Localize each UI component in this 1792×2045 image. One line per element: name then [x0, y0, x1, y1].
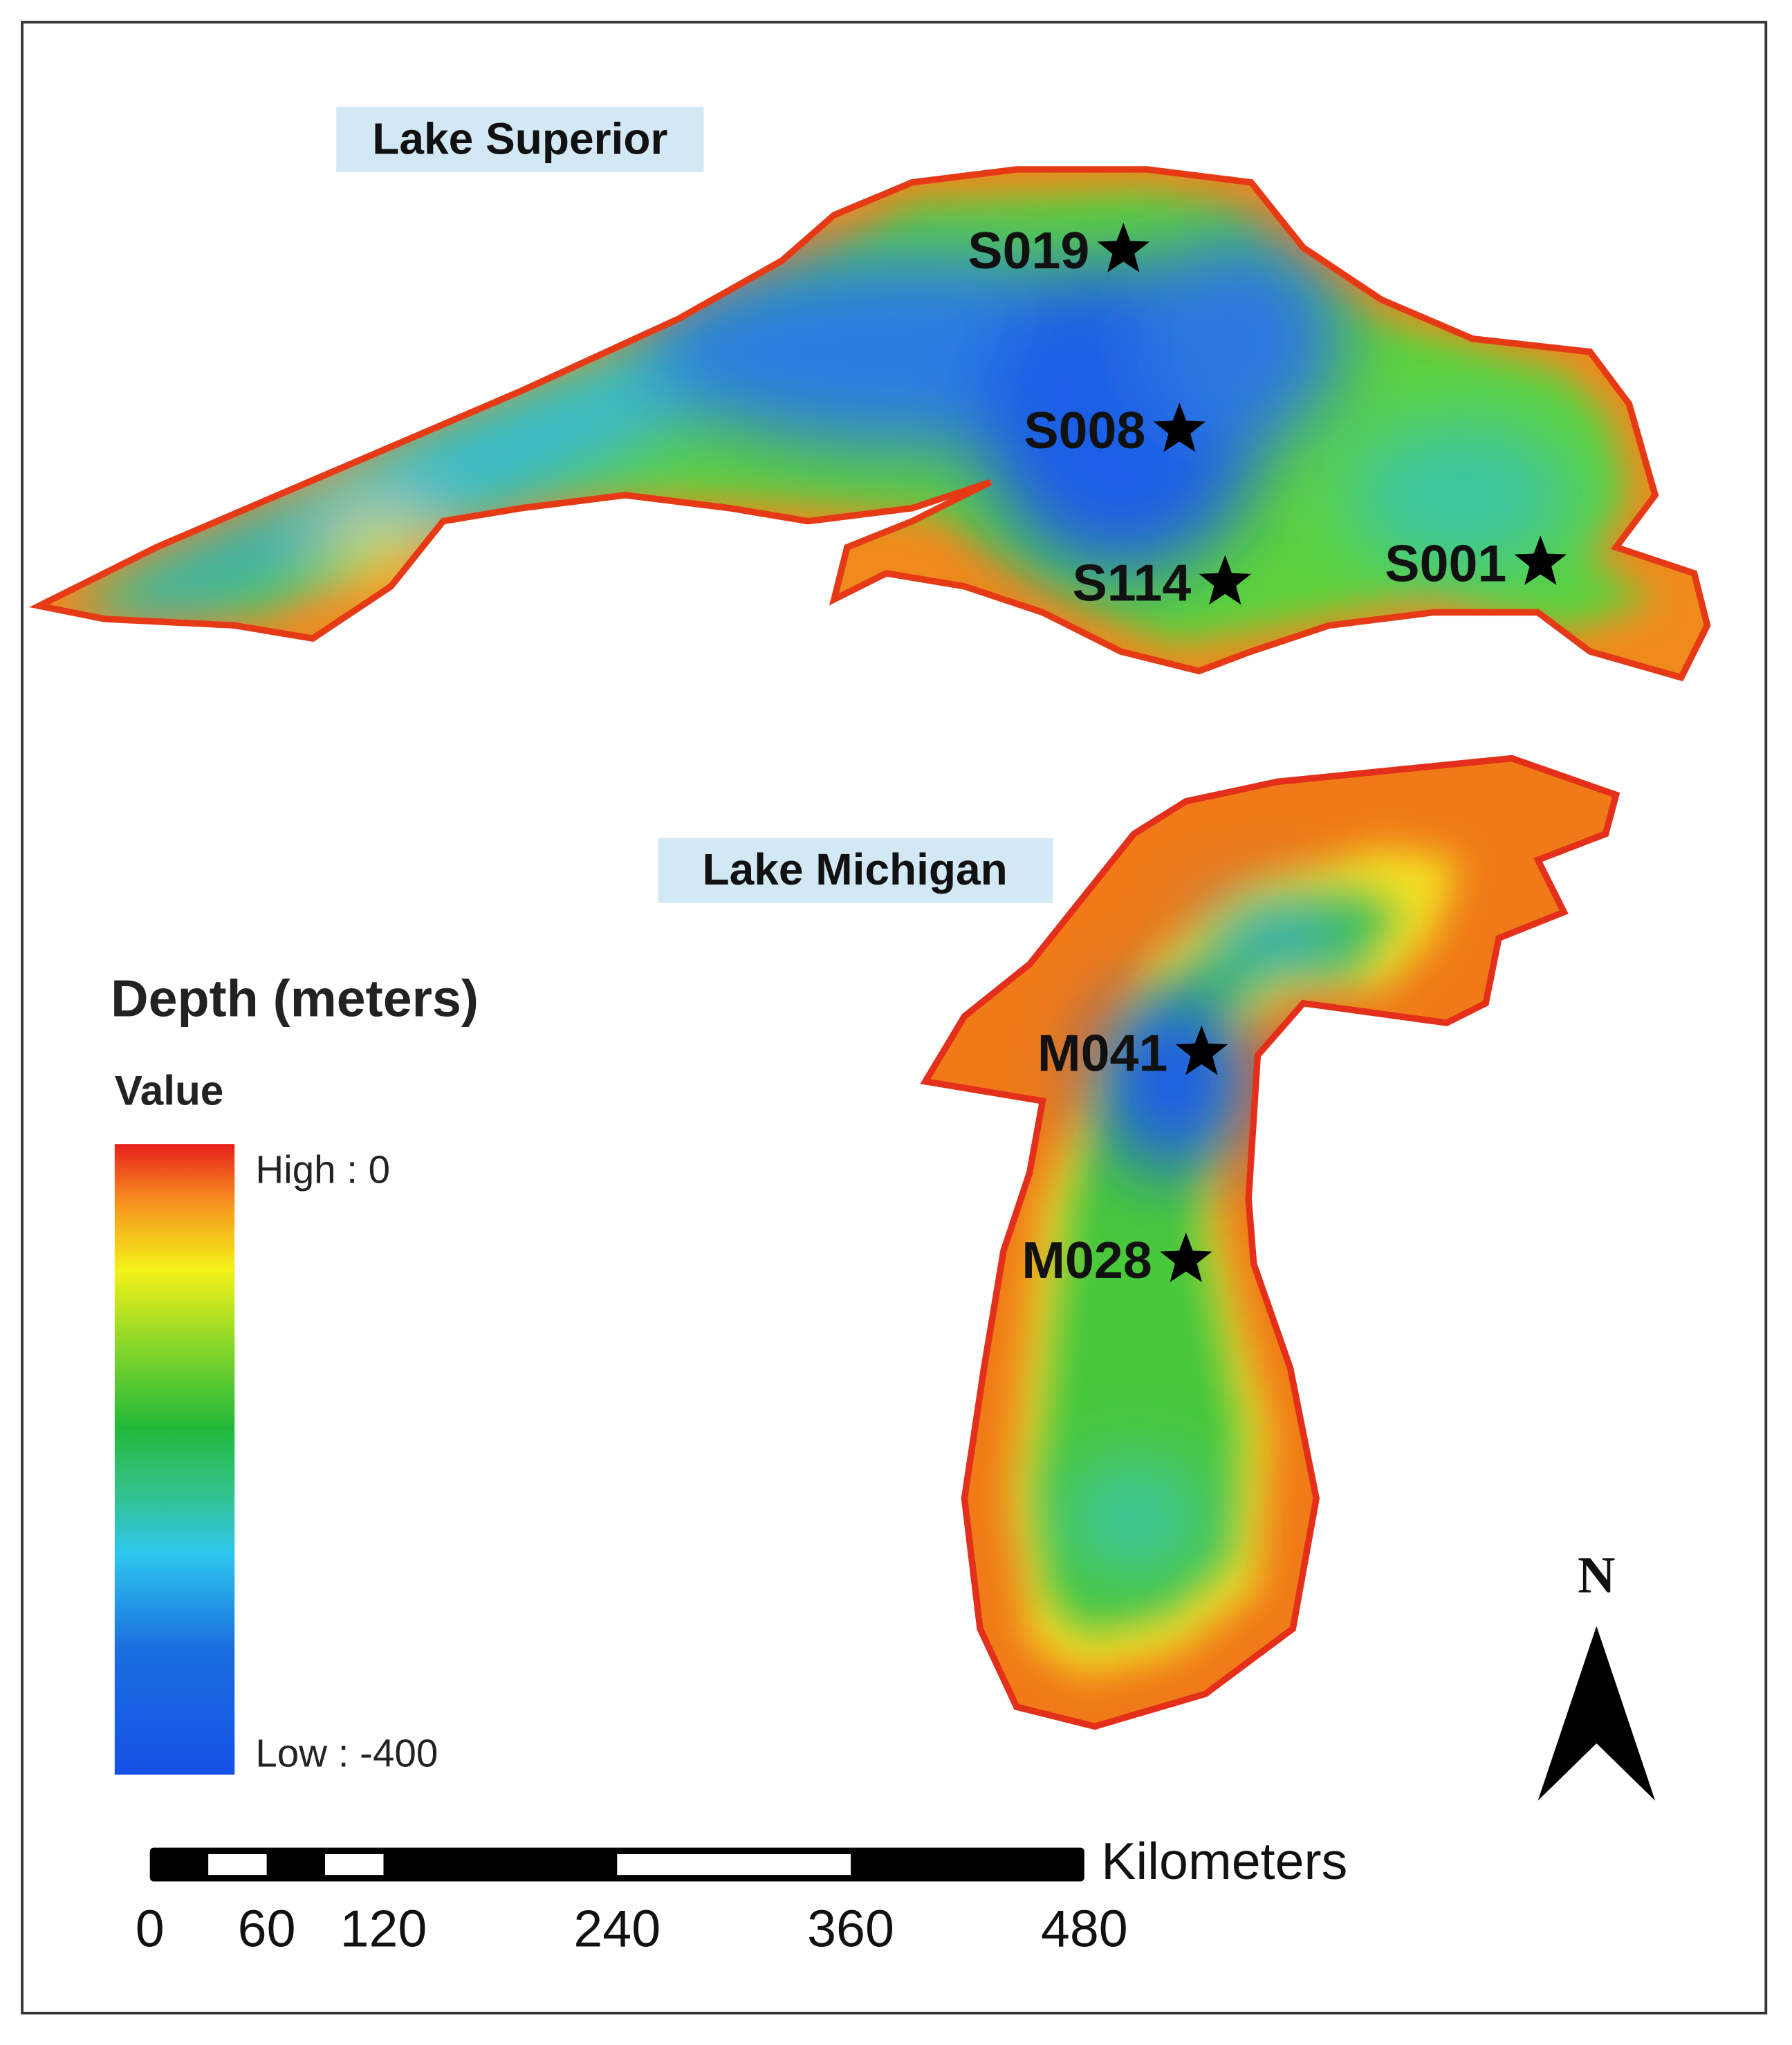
- station-label: S008: [1024, 401, 1145, 459]
- north-label: N: [1578, 1546, 1615, 1604]
- lake-michigan-bathymetry: [925, 759, 1616, 1727]
- stations: S019 S008 S114 S001 M041 M028: [968, 221, 1567, 1289]
- scale-bar-segment: [617, 1853, 851, 1876]
- station-label: M028: [1022, 1231, 1152, 1289]
- scale-bar-segment: [325, 1853, 384, 1876]
- lake-superior-bathymetry: [39, 169, 1708, 678]
- legend-title: Depth (meters): [111, 970, 479, 1028]
- station-marker: [1514, 535, 1567, 585]
- lake-label: Lake Michigan: [702, 844, 1007, 894]
- legend-low: Low : -400: [255, 1732, 438, 1775]
- label-box: [336, 107, 704, 172]
- station-label: S114: [1072, 554, 1191, 612]
- scale-bar-segment: [208, 1853, 267, 1876]
- scale-tick-label: 240: [573, 1900, 661, 1958]
- scale-unit: Kilometers: [1101, 1832, 1347, 1890]
- lake-label: Lake Superior: [372, 113, 667, 163]
- station-label: S001: [1385, 534, 1506, 592]
- legend-high: High : 0: [255, 1148, 390, 1192]
- station-label: S019: [968, 221, 1089, 279]
- scale-tick-label: 360: [807, 1900, 894, 1958]
- scale-tick-label: 480: [1041, 1900, 1128, 1958]
- station-marker: [1153, 402, 1206, 452]
- legend-colorbar: [114, 1144, 235, 1775]
- label-box: [658, 838, 1053, 903]
- legend-subtitle: Value: [115, 1067, 224, 1114]
- station-label: M041: [1037, 1024, 1168, 1082]
- station-marker: [1160, 1232, 1212, 1282]
- station-marker: [1199, 555, 1251, 605]
- station-marker: [1097, 223, 1150, 272]
- scale-tick-label: 120: [340, 1900, 427, 1958]
- scale-bar: 0 60 120 240 360 480: [136, 1847, 1128, 1958]
- scale-tick-label: 60: [238, 1900, 296, 1958]
- scale-tick-label: 0: [136, 1900, 165, 1958]
- station-marker: [1175, 1025, 1228, 1075]
- north-arrow: [1537, 1626, 1656, 1801]
